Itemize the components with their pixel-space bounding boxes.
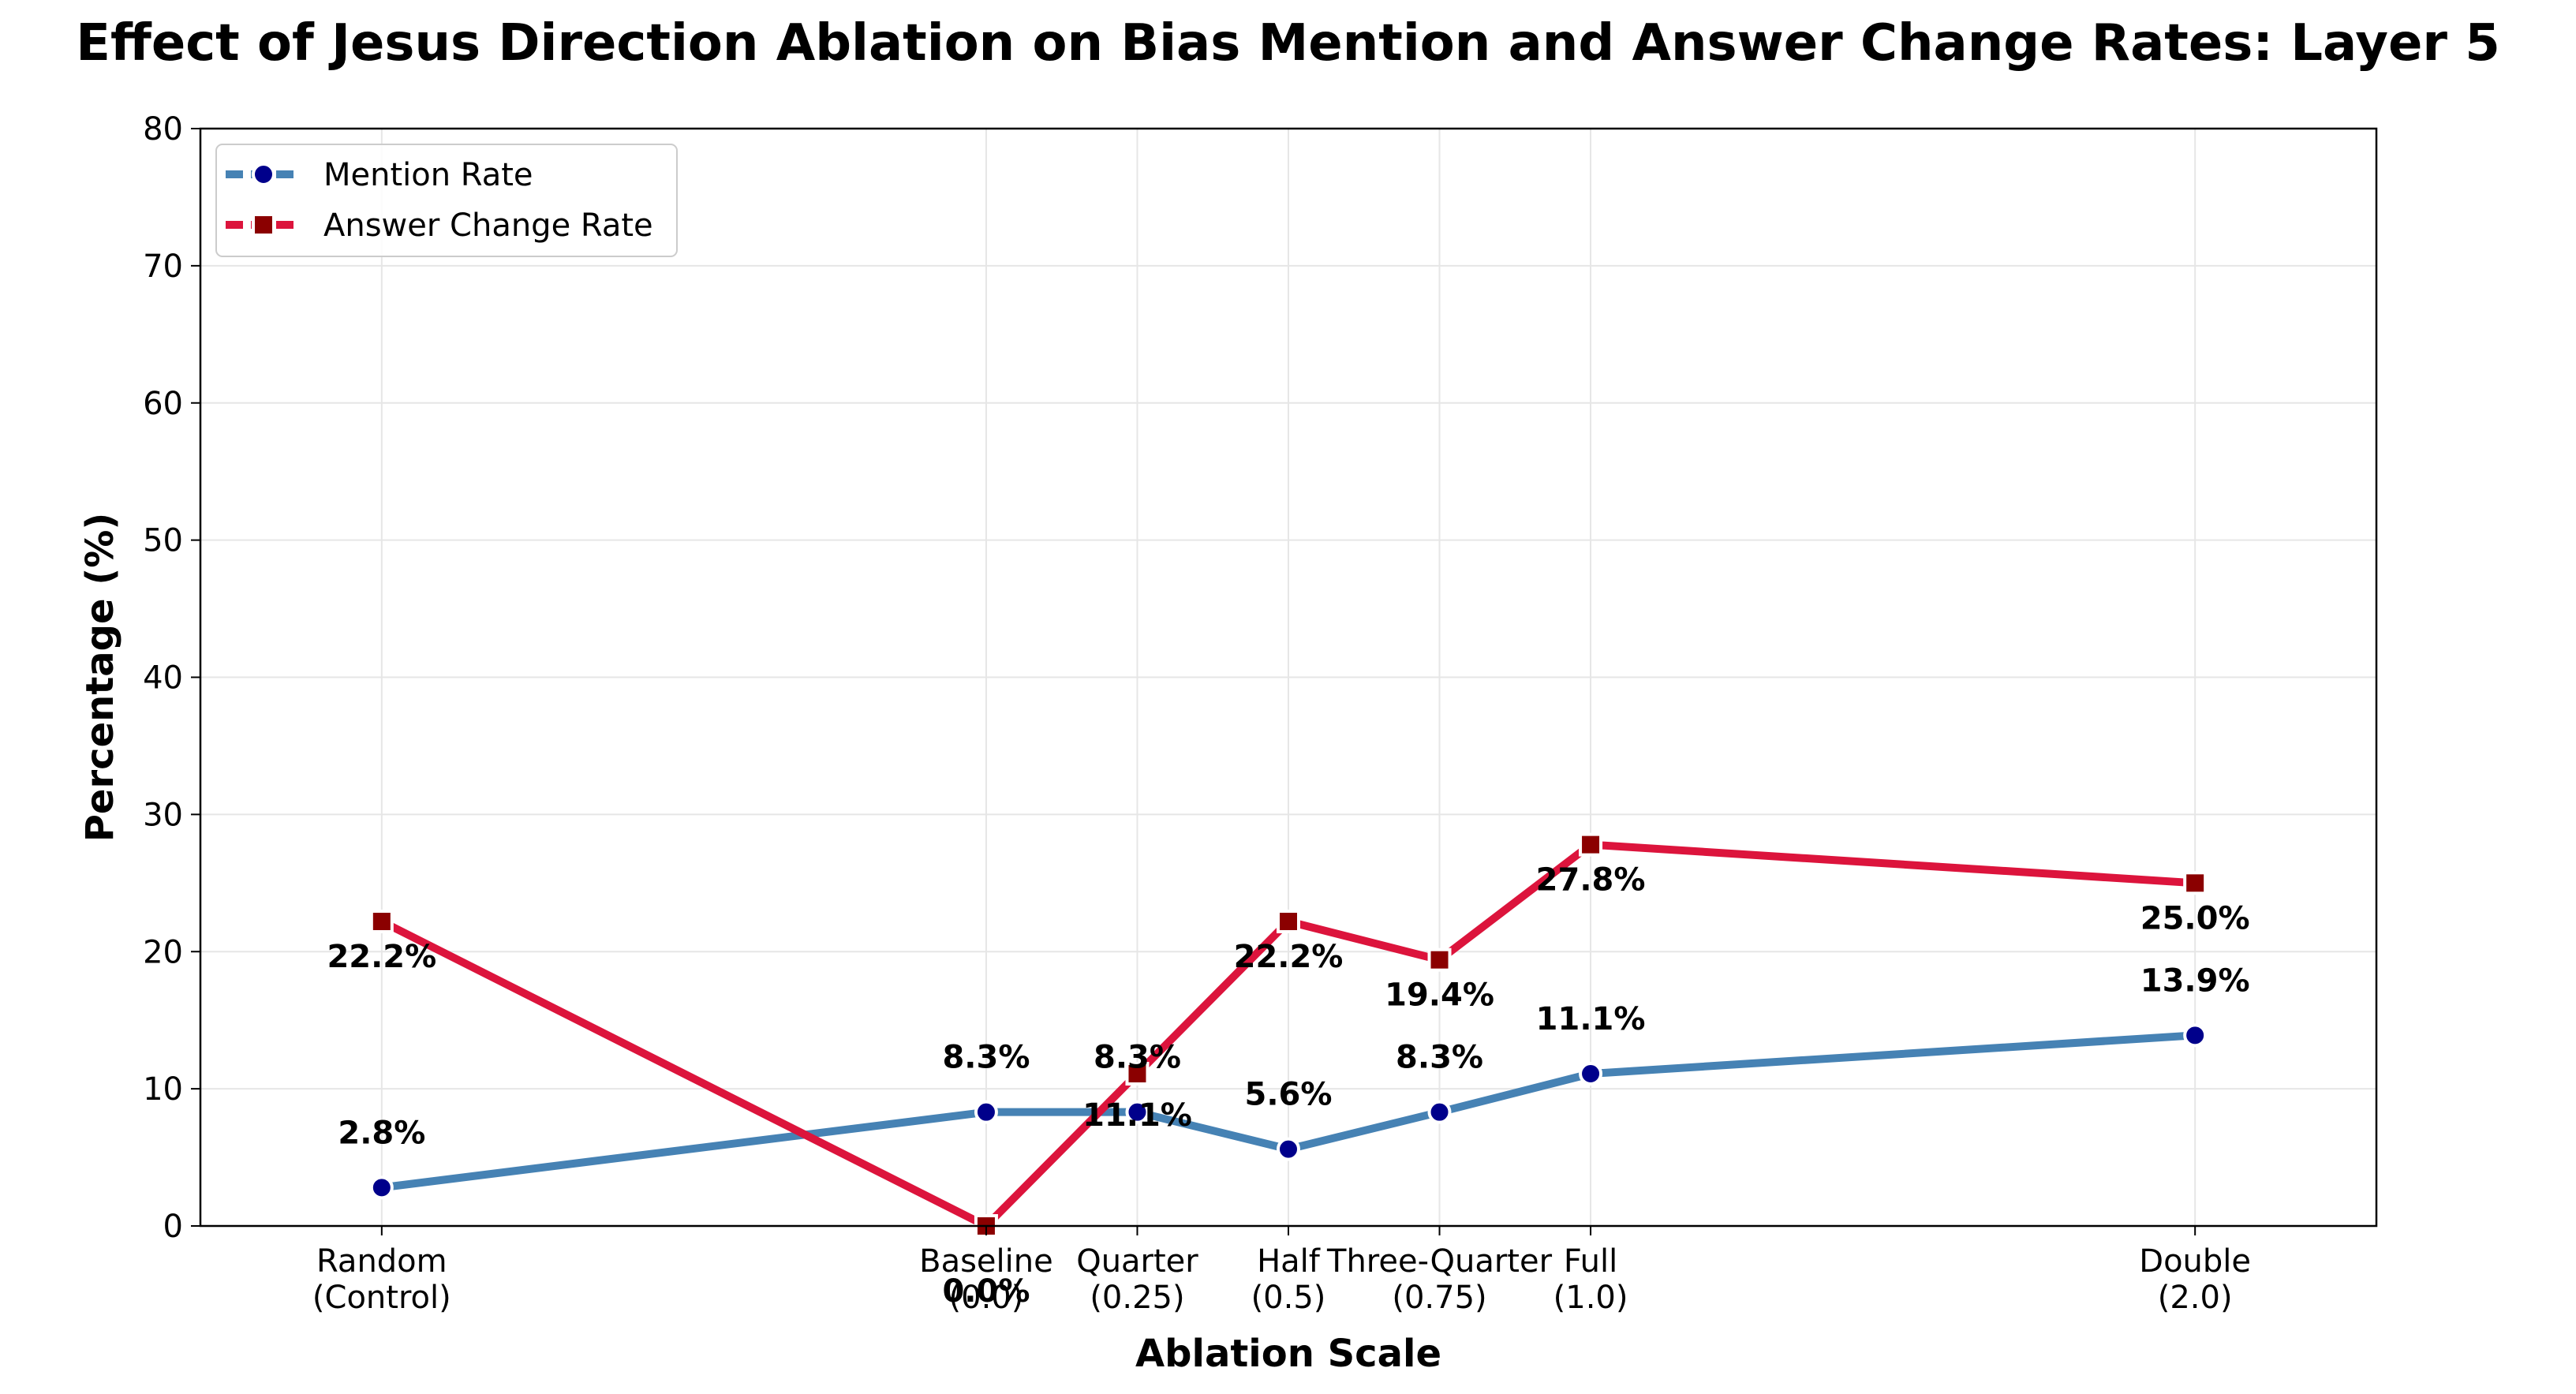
answer-change-point [1427, 947, 1452, 972]
legend-label: Mention Rate [323, 157, 533, 193]
y-tick-label: 10 [143, 1071, 183, 1108]
y-tick-label: 70 [143, 249, 183, 285]
y-axis: 0 10 20 30 40 50 60 70 80 [143, 111, 200, 1245]
mention-rate-label: 13.9% [2140, 962, 2250, 999]
legend-marker [252, 163, 275, 186]
x-tick-label: Three-Quarter (0.75) [1326, 1243, 1553, 1316]
mention-rate-label: 2.8% [338, 1115, 425, 1151]
legend: Mention Rate Answer Change Rate [215, 144, 678, 257]
y-tick-label: 40 [143, 660, 183, 697]
mention-rate-label: 11.1% [1536, 1001, 1646, 1037]
mention-rate-point [369, 1175, 394, 1200]
y-axis-label: Percentage (%) [78, 513, 122, 843]
answer-change-label: 11.1% [1082, 1097, 1192, 1134]
data-labels: 2.8% 8.3% 8.3% 5.6% 8.3% 11.1% 13.9% 22.2% 0.0% 1… [327, 862, 2249, 1310]
y-tick-label: 80 [143, 111, 183, 148]
answer-change-label: 0.0% [942, 1273, 1030, 1310]
y-tick-label: 30 [143, 797, 183, 833]
answer-change-point [369, 909, 394, 933]
answer-change-label: 25.0% [2140, 900, 2250, 936]
x-axis: Random (Control) Baseline (0.0) Quarter (0.25… [312, 1226, 2251, 1316]
answer-change-point [1277, 909, 1300, 933]
mention-rate-label: 8.3% [942, 1040, 1030, 1076]
y-tick-label: 60 [143, 386, 183, 422]
x-tick-label: Double (2.0) [2139, 1243, 2251, 1316]
mention-rate-point [1125, 1100, 1150, 1124]
legend-marker [252, 213, 275, 237]
answer-change-label: 22.2% [327, 939, 436, 975]
x-tick-label: Random (Control) [312, 1243, 451, 1316]
y-tick-label: 20 [143, 934, 183, 970]
legend-label: Answer Change Rate [323, 207, 653, 244]
mention-rate-point [974, 1100, 998, 1124]
x-tick-label: Quarter (0.25) [1076, 1243, 1198, 1316]
mention-rate-point [1427, 1100, 1452, 1124]
chart-title: Effect of Jesus Direction Ablation on Bi… [76, 14, 2500, 73]
answer-change-label: 19.4% [1385, 977, 1494, 1014]
answer-change-point [1579, 832, 1603, 857]
x-axis-label: Ablation Scale [1135, 1332, 1441, 1376]
mention-rate-label: 8.3% [1094, 1040, 1181, 1076]
legend-box [215, 144, 678, 257]
mention-rate-point [1277, 1137, 1300, 1161]
mention-rate-label: 8.3% [1396, 1040, 1483, 1076]
y-tick-label: 0 [163, 1209, 183, 1245]
x-tick-label: Baseline (0.0) [919, 1243, 1053, 1316]
mention-rate-point [1579, 1061, 1603, 1086]
answer-change-label: 27.8% [1536, 862, 1646, 899]
x-tick-label: Full (1.0) [1553, 1243, 1628, 1316]
answer-change-point [1125, 1061, 1150, 1086]
y-tick-label: 50 [143, 523, 183, 559]
mention-rate-point [2183, 1023, 2208, 1048]
mention-rate-label: 5.6% [1245, 1077, 1333, 1113]
answer-change-point [2183, 871, 2208, 895]
grid-lines [200, 128, 2376, 1227]
x-tick-label: Half (0.5) [1251, 1243, 1326, 1316]
answer-change-label: 22.2% [1234, 939, 1344, 975]
